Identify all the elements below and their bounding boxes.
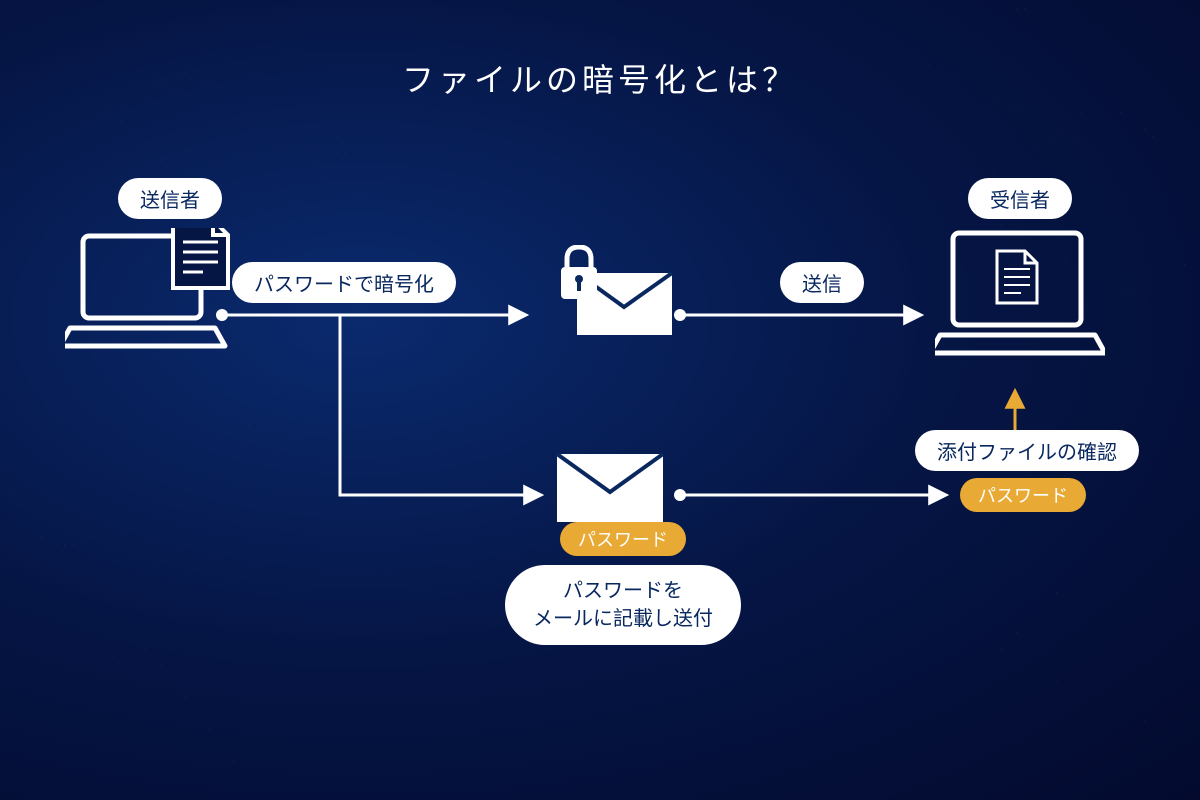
- mail-desc-line1: パスワードを: [563, 580, 683, 602]
- sender-label: 送信者: [118, 178, 222, 219]
- locked-mail-icon: [555, 245, 675, 345]
- receiver-label: 受信者: [968, 178, 1072, 219]
- mail-description: パスワードを メールに記載し送付: [505, 565, 741, 645]
- send-label: 送信: [780, 262, 864, 303]
- encrypt-label: パスワードで暗号化: [232, 262, 456, 303]
- flow-diagram: 送信者 受信者: [0, 0, 1200, 800]
- sender-laptop-icon: [65, 228, 235, 363]
- receiver-laptop-icon: [935, 225, 1105, 365]
- confirm-label: 添付ファイルの確認: [915, 430, 1139, 471]
- plain-mail-icon: [555, 452, 665, 529]
- arrows-layer: [0, 0, 1200, 800]
- password-badge-2: パスワード: [960, 478, 1086, 512]
- password-badge-1: パスワード: [560, 522, 686, 556]
- mail-desc-line2: メールに記載し送付: [533, 608, 713, 630]
